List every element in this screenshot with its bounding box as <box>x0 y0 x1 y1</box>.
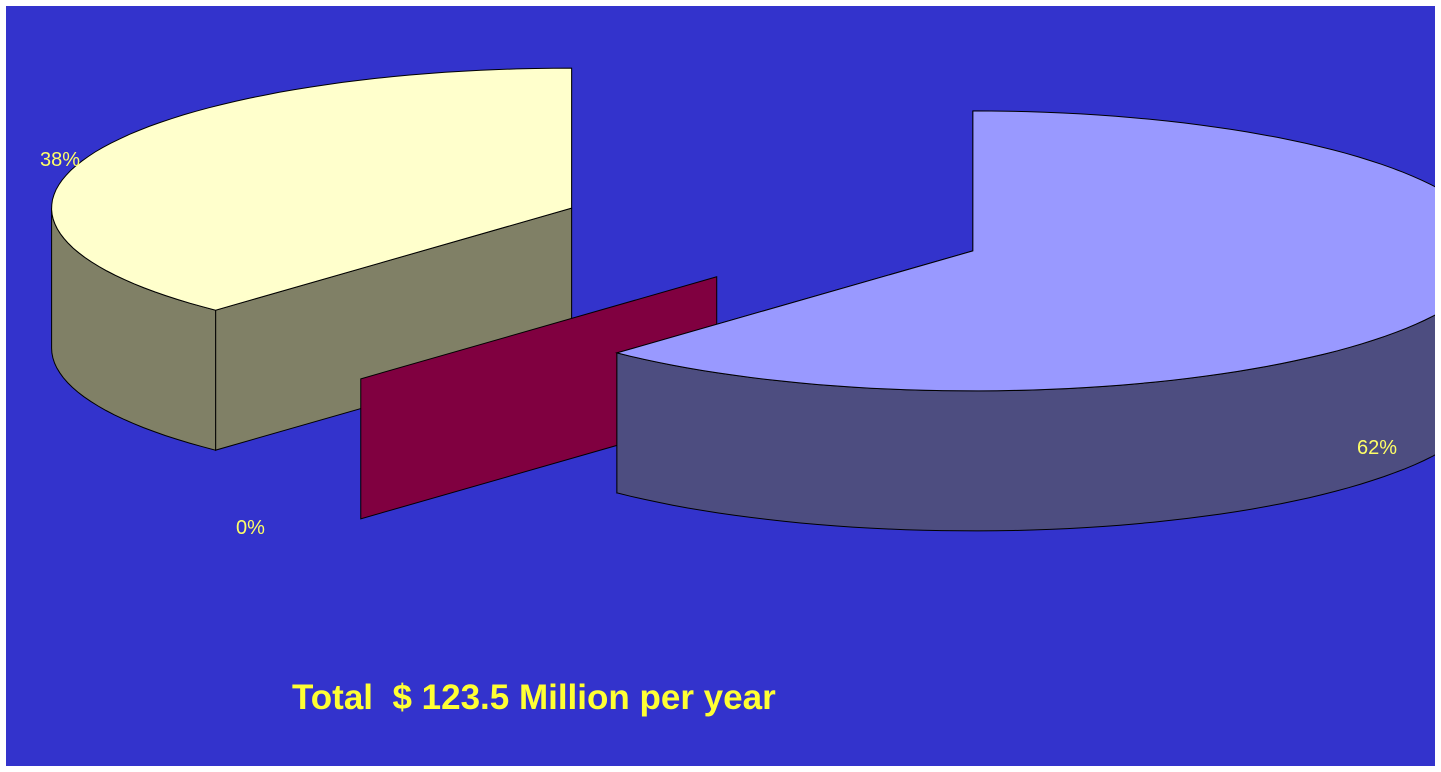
chart-background: 38% 0% 62% Total $ 123.5 Million per year <box>6 6 1435 766</box>
pie-slice-0 <box>51 67 573 451</box>
chart-total-annotation: Total $ 123.5 Million per year <box>292 678 776 717</box>
pie-slice-0-top <box>51 67 573 311</box>
pie-slice-2-top <box>614 110 1435 392</box>
slice-label-2: 62% <box>1357 437 1397 459</box>
slice-label-0: 38% <box>40 149 80 171</box>
slice-label-1: 0% <box>236 517 265 539</box>
pie-chart: 38% 0% 62% <box>40 67 1435 539</box>
pie-slice-2 <box>614 110 1435 532</box>
